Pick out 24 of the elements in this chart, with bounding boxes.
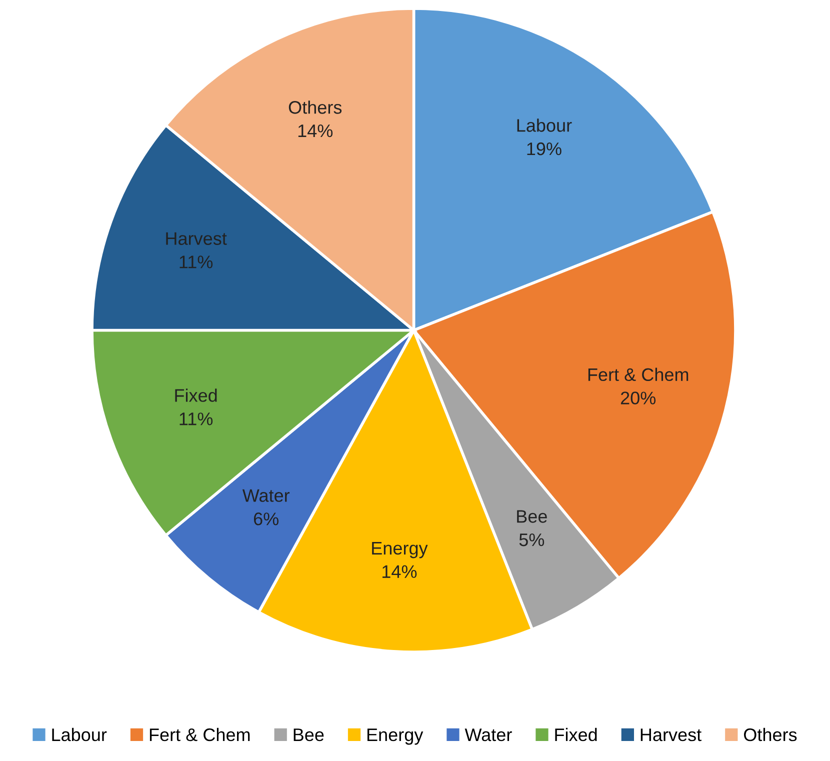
- data-label: 19%: [527, 142, 562, 156]
- slice-label: Water: [242, 489, 290, 502]
- data-label: 11%: [180, 412, 213, 426]
- legend-label: Fixed: [555, 728, 597, 742]
- legend-label: Others: [744, 728, 797, 742]
- data-label: 6%: [254, 512, 279, 526]
- slice-label: Others: [288, 100, 342, 114]
- slice-label: Fert & Chem: [588, 368, 688, 382]
- data-label: 11%: [180, 256, 213, 268]
- legend-label: Bee: [294, 728, 324, 742]
- legend-label: Water: [464, 728, 512, 742]
- slice-label: Energy: [372, 542, 428, 558]
- legend-label: Labour: [52, 728, 107, 742]
- data-label: 20%: [620, 392, 656, 404]
- data-label: 14%: [382, 565, 417, 578]
- data-label: 5%: [519, 533, 544, 546]
- legend-label: Fert & Chem: [150, 728, 250, 742]
- slice-label: Fixed: [175, 388, 217, 402]
- data-label: 14%: [298, 124, 333, 138]
- slice-label: Bee: [517, 510, 547, 523]
- legend-label: Energy: [367, 728, 424, 745]
- slice-label: Harvest: [166, 232, 227, 245]
- legend-label: Harvest: [640, 728, 702, 742]
- slice-label: Labour: [517, 118, 572, 132]
